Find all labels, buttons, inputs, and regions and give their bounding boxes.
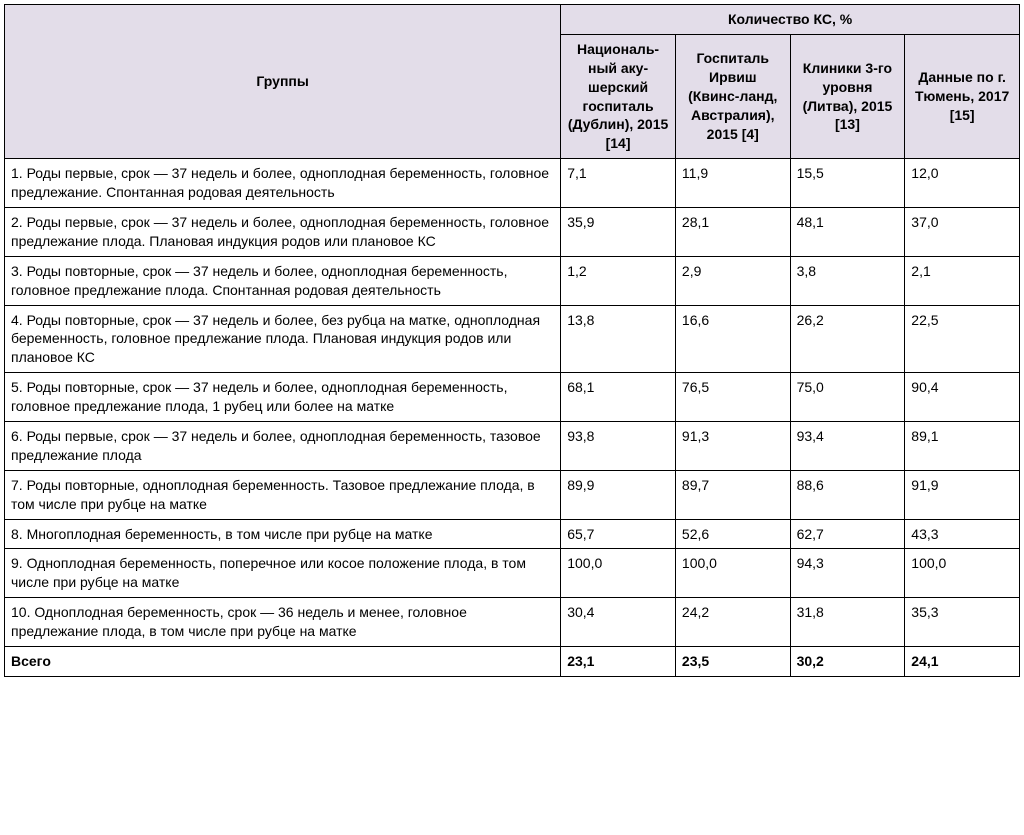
group-cell: 9. Одноплодная беременность, поперечное … <box>5 549 561 598</box>
value-cell: 2,1 <box>905 256 1020 305</box>
total-row: Всего23,123,530,224,1 <box>5 647 1020 677</box>
group-cell: 6. Роды первые, срок — 37 недель и более… <box>5 422 561 471</box>
value-cell: 26,2 <box>790 305 905 373</box>
value-cell: 3,8 <box>790 256 905 305</box>
value-cell: 93,8 <box>561 422 676 471</box>
value-cell: 35,3 <box>905 598 1020 647</box>
value-cell: 7,1 <box>561 159 676 208</box>
value-cell: 90,4 <box>905 373 1020 422</box>
table-row: 1. Роды первые, срок — 37 недель и более… <box>5 159 1020 208</box>
group-cell: 2. Роды первые, срок — 37 недель и более… <box>5 208 561 257</box>
value-cell: 89,9 <box>561 470 676 519</box>
group-cell: 10. Одноплодная беременность, срок — 36 … <box>5 598 561 647</box>
col-header-source-2: Клиники 3-го уровня (Литва), 2015 [13] <box>790 34 905 158</box>
table-row: 3. Роды повторные, срок — 37 недель и бо… <box>5 256 1020 305</box>
value-cell: 16,6 <box>675 305 790 373</box>
col-header-groups: Группы <box>5 5 561 159</box>
value-cell: 37,0 <box>905 208 1020 257</box>
value-cell: 100,0 <box>561 549 676 598</box>
value-cell: 15,5 <box>790 159 905 208</box>
total-value-cell: 23,5 <box>675 647 790 677</box>
col-header-source-0: Националь-ный аку-шерский госпиталь (Дуб… <box>561 34 676 158</box>
value-cell: 91,9 <box>905 470 1020 519</box>
value-cell: 22,5 <box>905 305 1020 373</box>
table-row: 7. Роды повторные, одноплодная беременно… <box>5 470 1020 519</box>
value-cell: 52,6 <box>675 519 790 549</box>
value-cell: 1,2 <box>561 256 676 305</box>
value-cell: 100,0 <box>905 549 1020 598</box>
value-cell: 2,9 <box>675 256 790 305</box>
value-cell: 100,0 <box>675 549 790 598</box>
total-value-cell: 30,2 <box>790 647 905 677</box>
value-cell: 94,3 <box>790 549 905 598</box>
value-cell: 12,0 <box>905 159 1020 208</box>
table-row: 6. Роды первые, срок — 37 недель и более… <box>5 422 1020 471</box>
table-row: 5. Роды повторные, срок — 37 недель и бо… <box>5 373 1020 422</box>
value-cell: 89,1 <box>905 422 1020 471</box>
col-header-source-3: Данные по г. Тюмень, 2017 [15] <box>905 34 1020 158</box>
col-header-source-1: Госпиталь Ирвиш (Квинс-ланд, Австралия),… <box>675 34 790 158</box>
value-cell: 76,5 <box>675 373 790 422</box>
table-row: 2. Роды первые, срок — 37 недель и более… <box>5 208 1020 257</box>
value-cell: 11,9 <box>675 159 790 208</box>
value-cell: 89,7 <box>675 470 790 519</box>
group-cell: 5. Роды повторные, срок — 37 недель и бо… <box>5 373 561 422</box>
value-cell: 35,9 <box>561 208 676 257</box>
group-cell: 1. Роды первые, срок — 37 недель и более… <box>5 159 561 208</box>
group-cell: 3. Роды повторные, срок — 37 недель и бо… <box>5 256 561 305</box>
value-cell: 75,0 <box>790 373 905 422</box>
table-row: 8. Многоплодная беременность, в том числ… <box>5 519 1020 549</box>
value-cell: 28,1 <box>675 208 790 257</box>
value-cell: 91,3 <box>675 422 790 471</box>
table-row: 10. Одноплодная беременность, срок — 36 … <box>5 598 1020 647</box>
total-value-cell: 23,1 <box>561 647 676 677</box>
value-cell: 30,4 <box>561 598 676 647</box>
value-cell: 93,4 <box>790 422 905 471</box>
value-cell: 62,7 <box>790 519 905 549</box>
value-cell: 88,6 <box>790 470 905 519</box>
value-cell: 31,8 <box>790 598 905 647</box>
table-row: 4. Роды повторные, срок — 37 недель и бо… <box>5 305 1020 373</box>
value-cell: 43,3 <box>905 519 1020 549</box>
value-cell: 68,1 <box>561 373 676 422</box>
cs-rate-table: Группы Количество КС, % Националь-ный ак… <box>4 4 1020 677</box>
col-header-qty: Количество КС, % <box>561 5 1020 35</box>
value-cell: 24,2 <box>675 598 790 647</box>
value-cell: 48,1 <box>790 208 905 257</box>
group-cell: 4. Роды повторные, срок — 37 недель и бо… <box>5 305 561 373</box>
value-cell: 13,8 <box>561 305 676 373</box>
group-cell: 7. Роды повторные, одноплодная беременно… <box>5 470 561 519</box>
table-row: 9. Одноплодная беременность, поперечное … <box>5 549 1020 598</box>
total-value-cell: 24,1 <box>905 647 1020 677</box>
value-cell: 65,7 <box>561 519 676 549</box>
total-label: Всего <box>5 647 561 677</box>
group-cell: 8. Многоплодная беременность, в том числ… <box>5 519 561 549</box>
